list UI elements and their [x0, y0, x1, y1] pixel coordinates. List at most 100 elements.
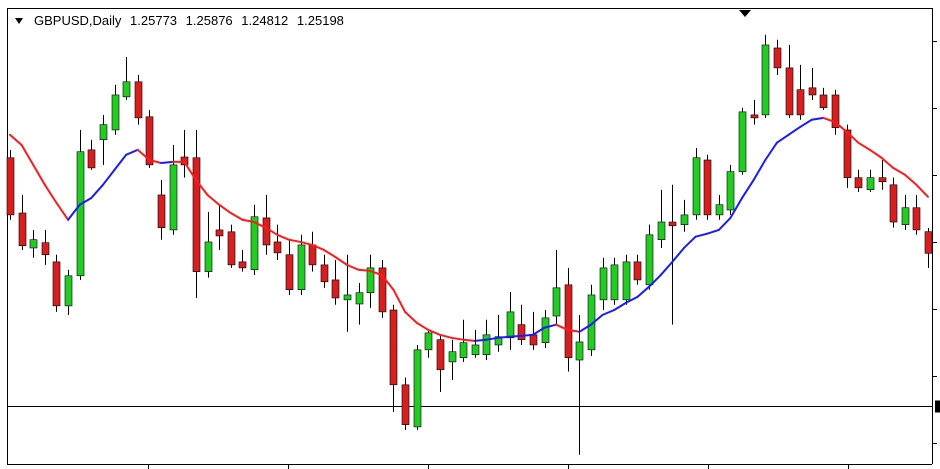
moving-average [520, 333, 534, 337]
bull-body [459, 342, 468, 359]
bear-body [134, 81, 143, 119]
bear-body [773, 47, 782, 69]
bull-body [599, 267, 608, 301]
bear-body [331, 279, 340, 299]
bull-body [866, 177, 875, 190]
bull-body [355, 292, 364, 305]
bear-body [378, 267, 387, 313]
bear-body [308, 244, 317, 266]
moving-average [229, 212, 244, 221]
bear-body [285, 254, 294, 290]
moving-average [427, 328, 441, 336]
symbol-title: GBPUSD,Daily [34, 13, 122, 28]
menu-arrow[interactable] [15, 18, 23, 24]
moving-average [822, 116, 837, 124]
moving-average [473, 338, 488, 342]
moving-average [20, 143, 35, 166]
bear-body [227, 231, 236, 266]
time-ticks [148, 464, 849, 469]
moving-average [462, 338, 476, 342]
bull-body [76, 151, 85, 277]
moving-average [915, 183, 929, 198]
moving-average [380, 274, 395, 291]
moving-average [194, 178, 209, 196]
moving-average [43, 183, 58, 204]
bear-body [273, 241, 282, 254]
bear-body [796, 89, 805, 116]
moving-average [357, 268, 372, 272]
moving-average [276, 233, 290, 241]
bull-body [506, 311, 515, 339]
moving-average [903, 173, 918, 186]
bear-body [529, 334, 538, 346]
bear-body [819, 94, 828, 109]
bear-body [87, 149, 96, 169]
bear-body [564, 284, 573, 359]
bull-body [204, 241, 213, 272]
moving-average [183, 160, 197, 181]
bear-body [889, 184, 898, 223]
moving-average [717, 216, 732, 231]
moving-average [764, 141, 778, 161]
moving-average [206, 193, 221, 206]
bull-body [122, 81, 131, 98]
bull-body [297, 244, 306, 290]
bull-body [680, 214, 689, 225]
moving-average [659, 260, 674, 277]
moving-average [311, 243, 325, 251]
moving-average [613, 301, 627, 311]
bear-body [843, 129, 852, 178]
moving-average [113, 153, 128, 171]
moving-average [566, 328, 581, 333]
bull-body [471, 344, 480, 356]
bull-body [692, 157, 701, 216]
bull-body [715, 204, 724, 216]
open-price: 1.25773 [130, 13, 178, 28]
moving-average [601, 308, 616, 316]
moving-average [287, 238, 302, 243]
bull-body [726, 171, 735, 211]
bear-body [192, 157, 201, 272]
bull-body [761, 44, 770, 116]
bull-body [541, 317, 550, 344]
moving-average [345, 263, 360, 271]
bull-body [64, 275, 73, 307]
bull-body [250, 216, 259, 271]
moving-average [90, 183, 104, 199]
bear-body [238, 261, 247, 269]
bull-body [99, 124, 108, 140]
plot [6, 34, 940, 455]
bear-body [785, 67, 794, 116]
moving-average [543, 323, 558, 329]
moving-average [404, 310, 418, 324]
moving-average [810, 116, 825, 121]
moving-average [415, 321, 430, 331]
bear-body [18, 212, 27, 247]
moving-average [497, 335, 511, 339]
bull-body [29, 239, 38, 249]
moving-average [67, 203, 81, 221]
moving-average [160, 160, 174, 165]
bull-body [657, 221, 666, 240]
moving-average [787, 125, 802, 136]
moving-average [299, 240, 314, 246]
bear-body [808, 87, 817, 96]
moving-average [531, 326, 546, 336]
bull-body [552, 287, 561, 317]
bear-body [262, 217, 271, 246]
bear-body [157, 194, 166, 228]
bull-body [482, 334, 491, 356]
moving-average [101, 168, 116, 186]
bear-body [215, 229, 224, 237]
moving-average [741, 178, 755, 199]
bull-body [738, 111, 747, 172]
bull-body [575, 341, 584, 361]
moving-average [32, 163, 46, 186]
bear-body [831, 94, 840, 128]
price-ticks [932, 41, 937, 444]
high-price: 1.25876 [185, 13, 233, 28]
moving-average [125, 148, 139, 156]
bear-body [401, 384, 410, 425]
